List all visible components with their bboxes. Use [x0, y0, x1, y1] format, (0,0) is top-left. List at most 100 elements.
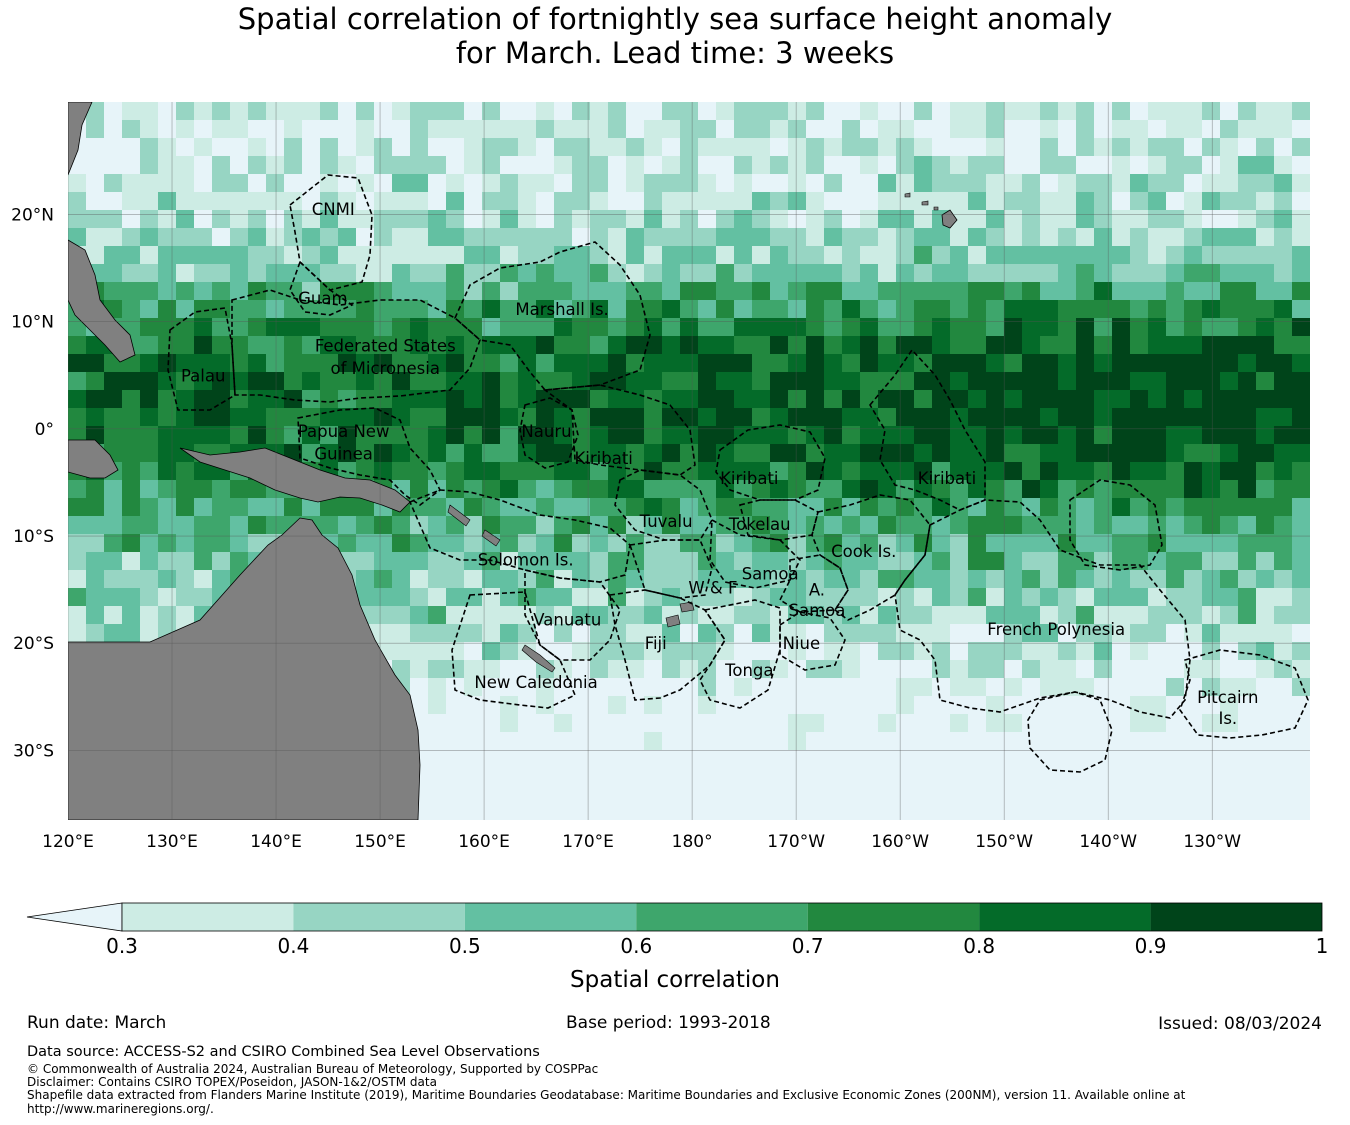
correlation-cell: [1166, 462, 1185, 481]
correlation-cell: [608, 282, 627, 301]
correlation-cell: [302, 174, 321, 193]
colorbar-tick-label: 0.7: [792, 934, 824, 958]
correlation-cell: [194, 408, 213, 427]
correlation-cell: [68, 570, 87, 589]
correlation-cell: [1112, 498, 1131, 517]
correlation-cell: [572, 408, 591, 427]
correlation-cell: [194, 318, 213, 337]
correlation-cell: [968, 714, 987, 733]
correlation-cell: [1130, 120, 1149, 139]
correlation-cell: [464, 120, 483, 139]
correlation-cell: [860, 120, 879, 139]
correlation-cell: [212, 534, 231, 553]
correlation-cell: [626, 624, 645, 643]
correlation-cell: [122, 390, 141, 409]
correlation-cell: [464, 750, 483, 769]
correlation-cell: [752, 516, 771, 535]
lon-tick-label: 170°W: [767, 832, 825, 852]
correlation-cell: [1238, 462, 1257, 481]
correlation-cell: [464, 102, 483, 121]
correlation-cell: [338, 174, 357, 193]
correlation-cell: [860, 138, 879, 157]
correlation-cell: [1004, 426, 1023, 445]
correlation-cell: [1184, 606, 1203, 625]
correlation-cell: [356, 534, 375, 553]
correlation-cell: [86, 480, 105, 499]
correlation-cell: [1184, 372, 1203, 391]
correlation-cell: [1274, 750, 1293, 769]
correlation-cell: [248, 408, 267, 427]
correlation-cell: [194, 156, 213, 175]
correlation-cell: [1058, 570, 1077, 589]
correlation-cell: [140, 606, 159, 625]
correlation-cell: [1256, 228, 1275, 247]
correlation-cell: [680, 570, 699, 589]
correlation-cell: [1094, 462, 1113, 481]
correlation-cell: [482, 300, 501, 319]
correlation-cell: [914, 282, 933, 301]
correlation-cell: [590, 264, 609, 283]
correlation-cell: [1220, 624, 1239, 643]
correlation-cell: [680, 120, 699, 139]
correlation-cell: [896, 210, 915, 229]
correlation-cell: [1094, 642, 1113, 661]
correlation-cell: [1094, 678, 1113, 697]
correlation-cell: [1004, 228, 1023, 247]
correlation-cell: [788, 660, 807, 679]
correlation-cell: [590, 156, 609, 175]
correlation-cell: [1130, 516, 1149, 535]
correlation-cell: [1148, 696, 1167, 715]
correlation-cell: [1094, 696, 1113, 715]
correlation-cell: [1166, 732, 1185, 751]
correlation-cell: [1130, 228, 1149, 247]
correlation-cell: [1148, 552, 1167, 571]
correlation-cell: [734, 534, 753, 553]
correlation-cell: [734, 732, 753, 751]
correlation-cell: [212, 570, 231, 589]
correlation-cell: [1004, 318, 1023, 337]
correlation-cell: [626, 354, 645, 373]
correlation-cell: [1112, 642, 1131, 661]
correlation-cell: [320, 228, 339, 247]
correlation-cell: [806, 174, 825, 193]
correlation-cell: [932, 678, 951, 697]
correlation-cell: [662, 480, 681, 499]
correlation-cell: [140, 390, 159, 409]
correlation-cell: [1184, 192, 1203, 211]
correlation-cell: [1058, 624, 1077, 643]
correlation-cell: [1220, 462, 1239, 481]
correlation-cell: [608, 750, 627, 769]
correlation-cell: [194, 462, 213, 481]
correlation-cell: [1112, 318, 1131, 337]
correlation-cell: [1274, 210, 1293, 229]
correlation-cell: [1058, 426, 1077, 445]
correlation-cell: [1202, 714, 1221, 733]
correlation-cell: [1274, 588, 1293, 607]
correlation-cell: [500, 156, 519, 175]
correlation-cell: [1274, 156, 1293, 175]
correlation-cell: [518, 354, 537, 373]
correlation-cell: [1058, 282, 1077, 301]
correlation-cell: [1274, 516, 1293, 535]
correlation-cell: [122, 282, 141, 301]
correlation-cell: [1112, 282, 1131, 301]
correlation-cell: [842, 372, 861, 391]
correlation-cell: [572, 300, 591, 319]
correlation-cell: [1112, 678, 1131, 697]
correlation-cell: [428, 354, 447, 373]
correlation-cell: [986, 588, 1005, 607]
correlation-cell: [1076, 390, 1095, 409]
correlation-cell: [302, 282, 321, 301]
correlation-cell: [230, 318, 249, 337]
correlation-cell: [176, 552, 195, 571]
correlation-cell: [1094, 732, 1113, 751]
correlation-cell: [788, 804, 807, 820]
correlation-cell: [1292, 462, 1310, 481]
correlation-cell: [680, 210, 699, 229]
correlation-cell: [860, 660, 879, 679]
correlation-cell: [1166, 102, 1185, 121]
correlation-cell: [806, 354, 825, 373]
correlation-cell: [428, 336, 447, 355]
correlation-cell: [788, 408, 807, 427]
correlation-cell: [590, 444, 609, 463]
